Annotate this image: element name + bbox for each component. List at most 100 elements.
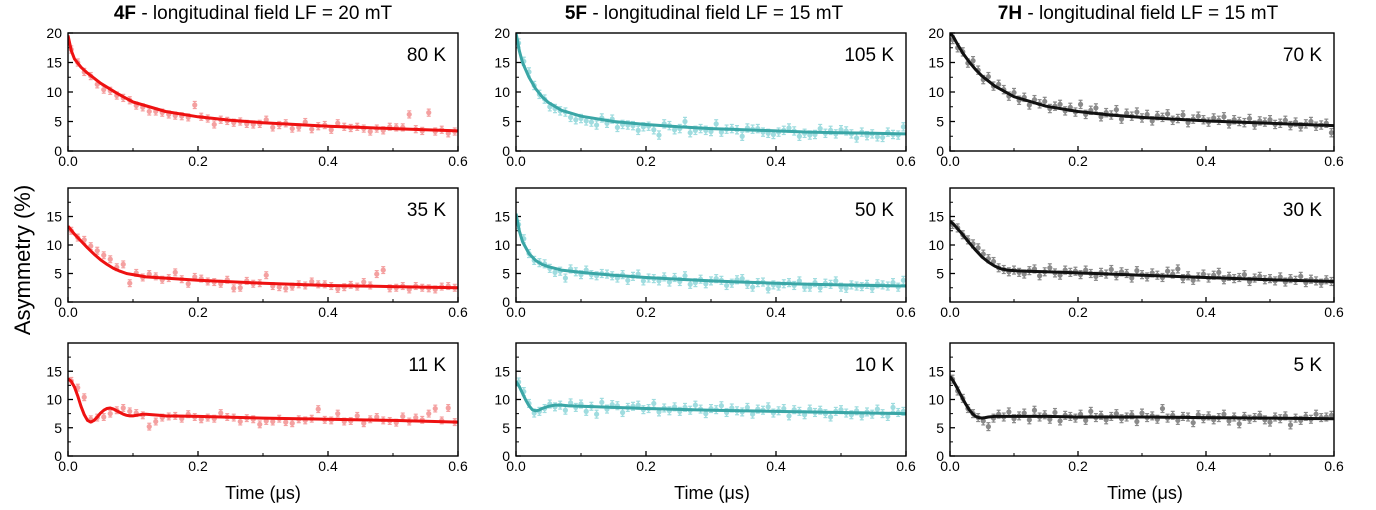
data-point <box>1134 109 1140 115</box>
data-point <box>1211 115 1217 121</box>
data-point <box>406 111 412 118</box>
data-point <box>687 281 693 287</box>
panel-4F-35K: 0 5 10 15 0.0 0.2 0.4 0.6 35 K <box>46 187 468 320</box>
data-point <box>1221 411 1227 417</box>
data-point <box>552 269 558 275</box>
x-tick-label: 0.0 <box>506 153 526 169</box>
data-point <box>1042 98 1048 105</box>
data-point <box>1195 113 1201 119</box>
data-point <box>713 121 719 127</box>
data-point <box>361 279 367 285</box>
data-point <box>1057 418 1063 424</box>
data-points <box>516 377 906 422</box>
data-point <box>739 276 745 282</box>
data-point <box>257 421 263 427</box>
x-tick-label: 0.2 <box>636 304 656 320</box>
fit-line <box>68 35 458 133</box>
y-tick-label: 10 <box>494 392 510 408</box>
y-tick-label: 0 <box>936 448 944 464</box>
data-point <box>1226 418 1232 424</box>
y-tick-label: 15 <box>494 209 510 225</box>
data-point <box>81 394 87 400</box>
panel-5F-105K: 0 5 10 15 20 0.0 0.2 0.4 0.6 105 K <box>494 25 916 169</box>
y-tick-label: 20 <box>494 25 510 41</box>
data-point <box>120 261 126 267</box>
y-tick-label: 0 <box>54 448 62 464</box>
data-point <box>1190 420 1196 426</box>
fit-line <box>950 33 1334 128</box>
data-point <box>335 411 341 417</box>
data-point <box>687 130 693 136</box>
x-tick-label: 0.0 <box>58 153 78 169</box>
plot-frame <box>515 32 907 152</box>
fit-line <box>68 225 458 290</box>
data-point <box>283 419 289 425</box>
data-point <box>786 413 792 419</box>
data-point <box>750 411 756 417</box>
data-point <box>599 399 605 405</box>
data-point <box>594 411 600 417</box>
y-tick-label: 10 <box>928 84 944 100</box>
data-point <box>354 413 360 419</box>
x-tick-label: 0.2 <box>1068 153 1088 169</box>
data-point <box>656 409 662 415</box>
data-point <box>361 420 367 426</box>
column-title-7H: 7H - longitudinal field LF = 15 mT <box>998 3 1278 25</box>
column-title-5F: 5F - longitudinal field LF = 15 mT <box>565 3 843 25</box>
data-point <box>237 285 243 291</box>
data-points <box>950 219 1334 288</box>
data-point <box>289 420 295 426</box>
data-point <box>718 403 725 409</box>
y-tick-label: 5 <box>502 266 510 282</box>
fit-line <box>516 380 906 416</box>
temperature-label: 105 K <box>844 45 894 66</box>
data-point <box>890 280 896 286</box>
data-point <box>426 110 432 116</box>
data-point <box>724 282 730 289</box>
data-point <box>651 127 657 133</box>
data-point <box>263 117 269 123</box>
data-point <box>802 284 808 290</box>
y-tick-label: 5 <box>936 266 944 282</box>
data-point <box>1159 405 1166 412</box>
data-point <box>583 408 589 414</box>
column-sample-name: 7H <box>997 3 1023 24</box>
data-point <box>335 286 341 292</box>
data-point <box>1328 412 1334 418</box>
data-point <box>1144 111 1150 118</box>
data-point <box>620 409 626 416</box>
data-point <box>1021 271 1027 277</box>
data-point <box>739 133 745 139</box>
data-point <box>94 248 100 254</box>
data-point <box>146 424 152 430</box>
data-point <box>88 243 94 249</box>
y-tick-label: 10 <box>46 84 62 100</box>
data-point <box>588 119 595 125</box>
fit-line <box>516 33 906 136</box>
y-tick-label: 10 <box>494 237 510 253</box>
data-point <box>1221 114 1227 120</box>
data-point <box>1165 111 1171 117</box>
data-point <box>1057 272 1063 278</box>
data-point <box>1328 130 1334 136</box>
data-point <box>1308 118 1314 125</box>
y-tick-label: 5 <box>502 420 510 436</box>
fit-line <box>950 375 1334 421</box>
data-point <box>1200 271 1207 277</box>
x-axis-label-col3: Time (μs) <box>1107 483 1183 503</box>
data-point <box>1077 101 1084 107</box>
data-point <box>1175 266 1181 272</box>
data-point <box>374 414 380 420</box>
x-tick-label: 0.0 <box>58 458 78 474</box>
data-point <box>843 285 849 291</box>
plot-frame <box>949 342 1335 457</box>
data-point <box>315 406 321 412</box>
data-point <box>692 402 699 408</box>
y-tick-label: 15 <box>928 55 944 71</box>
x-tick-label: 0.2 <box>1068 458 1088 474</box>
x-tick-label: 0.6 <box>896 458 916 474</box>
data-point <box>1134 268 1140 274</box>
panel-5F-10K: 0 5 10 15 0.0 0.2 0.4 0.6 10 K <box>494 342 916 474</box>
panel-7H-70K: 0 5 10 15 20 0.0 0.2 0.4 0.6 70 K <box>928 25 1344 169</box>
